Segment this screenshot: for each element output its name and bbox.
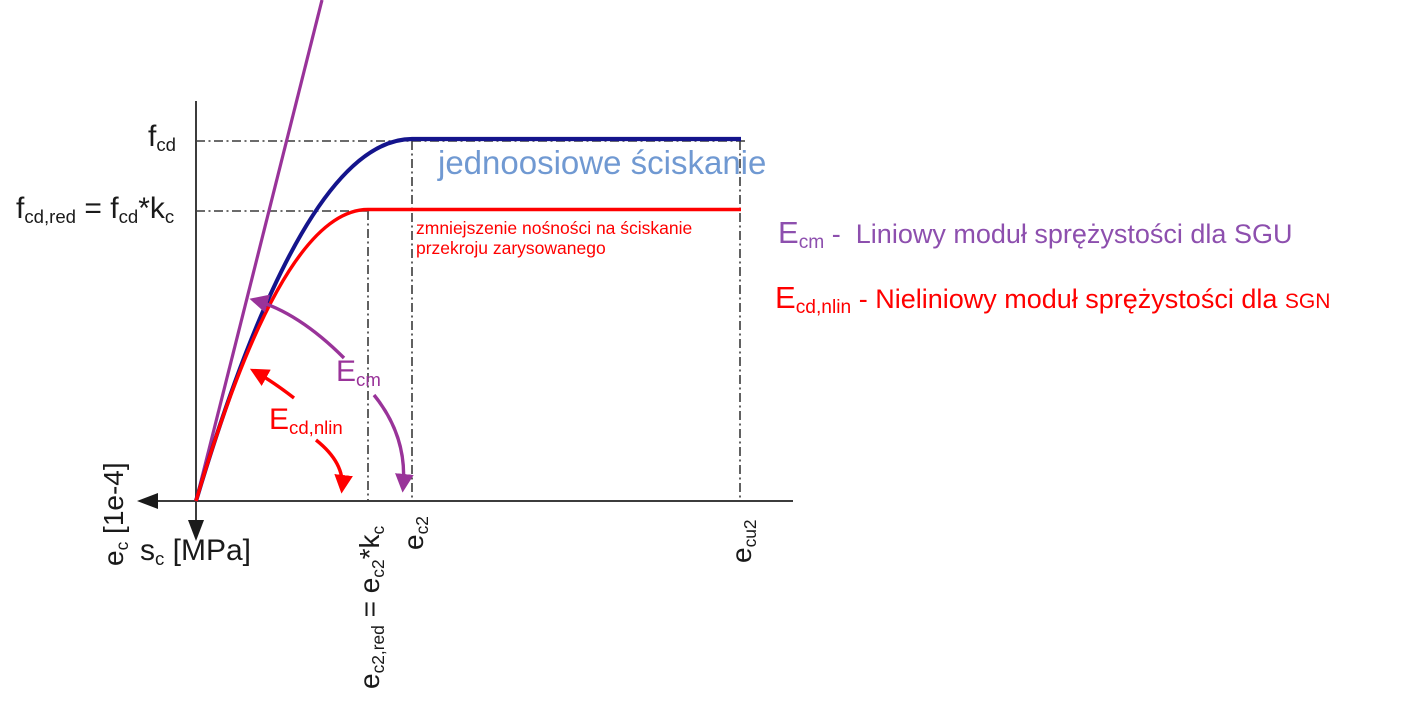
ecm-axis-arrow-icon (372, 393, 414, 493)
y-axis-down-arrow-icon (188, 520, 204, 541)
fcd-label: fcd (148, 120, 176, 155)
legend-ecdnlin-symbol: Ecd,nlin (775, 280, 852, 318)
x-axis-left-arrow-icon (137, 493, 158, 509)
reduction-note-line1: zmniejszenie nośności na ściskanie (416, 218, 693, 238)
reduced-compression-curve (194, 207, 741, 502)
uniaxial-compression-curve (193, 136, 741, 502)
ec2-label: ec2 (398, 516, 432, 550)
ecm-linear-modulus-line (194, 0, 324, 502)
legend-ecm-symbol: Ecm (778, 215, 825, 253)
legend-ecm-text: - Liniowy moduł sprężystości dla SGU (824, 219, 1293, 249)
ecm-curve-label: Ecm (336, 355, 381, 390)
reduction-note: zmniejszenie nośności na ściskanie przek… (416, 218, 693, 258)
ecdnlin-pointer-arrow-icon (249, 368, 296, 400)
ecm-pointer-arrow-icon (249, 294, 346, 360)
reduction-note-line2: przekroju zarysowanego (416, 237, 606, 258)
ecdnlin-axis-arrow-icon (314, 438, 353, 494)
y-axis-title: sc [MPa] (140, 534, 251, 569)
legend-ecdnlin: Ecd,nlin - Nieliniowy moduł sprężystości… (775, 280, 1331, 318)
uniaxial-compression-label: jednoosiowe ściskanie (438, 144, 767, 181)
ecdnlin-curve-label: Ecd,nlin (269, 403, 343, 438)
legend-ecm: Ecm - Liniowy moduł sprężystości dla SGU (778, 215, 1293, 253)
ecu2-label: ecu2 (726, 519, 760, 563)
fcdred-label: fcd,red = fcd*kc (16, 192, 175, 227)
ec2red-label: ec2,red = ec2*kc (354, 525, 388, 689)
x-axis-title: ec [1e-4] (98, 462, 132, 566)
legend-ecdnlin-text: - Nieliniowy moduł sprężystości dla SGN (851, 284, 1331, 314)
